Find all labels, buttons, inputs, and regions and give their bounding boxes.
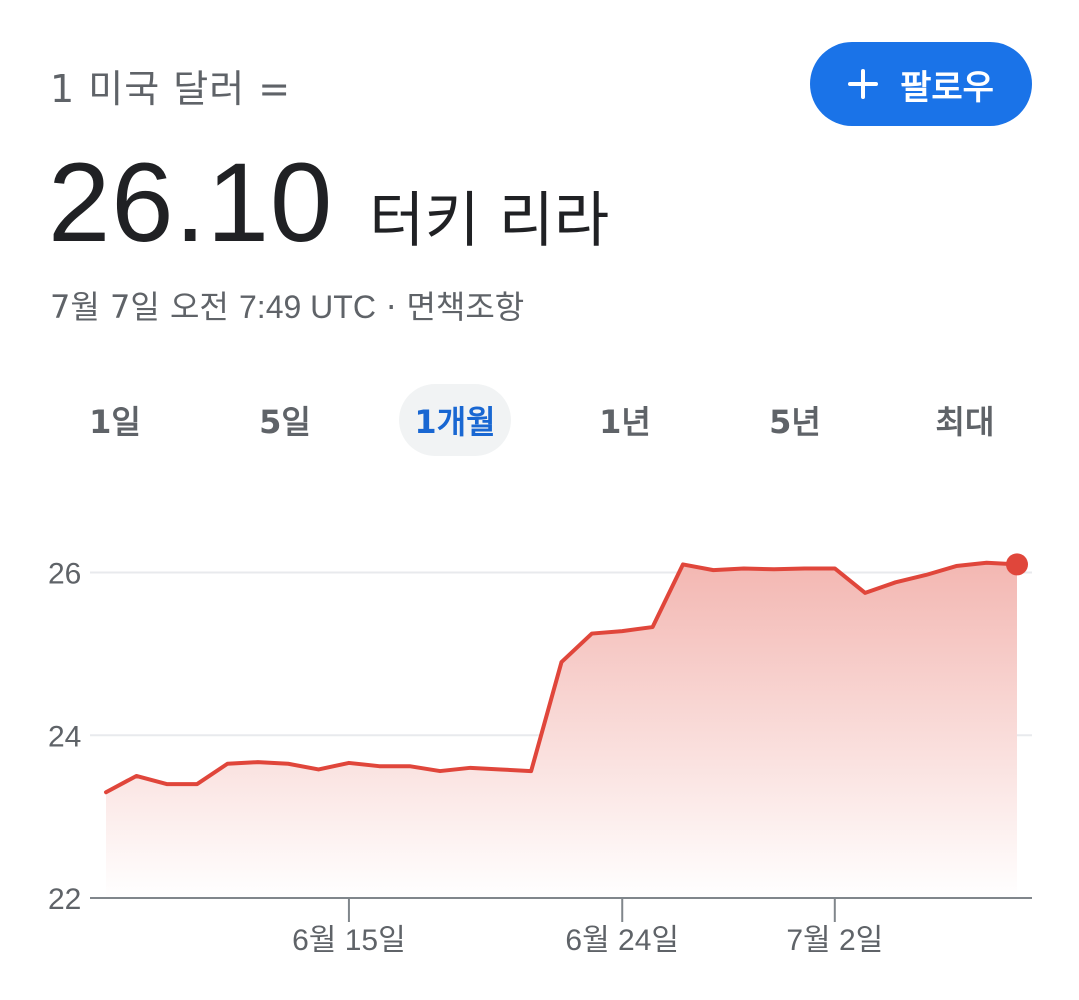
- tab-label: 5일: [259, 403, 311, 441]
- conversion-label: 1 미국 달러 =: [50, 67, 292, 111]
- series-area: [106, 562, 1017, 898]
- tab-max[interactable]: 최대: [909, 384, 1021, 456]
- timestamp-date: 7월 7일 오전: [50, 288, 229, 326]
- x-tick-label: 6월 15일: [292, 924, 406, 957]
- plus-icon: [848, 69, 879, 99]
- follow-button[interactable]: 팔로우: [810, 42, 1032, 126]
- y-tick-label: 22: [48, 883, 81, 916]
- timestamp-separator: ·: [386, 288, 397, 326]
- tab-1-month[interactable]: 1개월: [399, 384, 511, 456]
- y-tick-label: 26: [48, 558, 81, 591]
- price-chart-svg: 22 24 26 6월 15일 6월 24일 7월 2일: [48, 553, 1032, 957]
- tab-label: 5년: [769, 403, 821, 441]
- follow-button-label: 팔로우: [900, 67, 994, 108]
- latest-point-marker: [1006, 553, 1028, 576]
- currency-name: 터키 리라: [369, 186, 610, 256]
- exchange-rate: 26.10 터키 리라: [48, 138, 609, 267]
- tab-label: 최대: [935, 403, 995, 441]
- tab-label: 1개월: [414, 403, 496, 441]
- range-tabs: 1일 5일 1개월 1년 5년 최대: [30, 384, 1050, 456]
- timestamp-line: 7월 7일 오전 7:49 UTC · 면책조항: [50, 282, 524, 328]
- disclaimer-link[interactable]: 면책조항: [406, 288, 525, 326]
- tab-1-day[interactable]: 1일: [59, 384, 171, 456]
- x-tick-label: 6월 24일: [565, 924, 679, 957]
- rate-value: 26.10: [48, 140, 334, 265]
- tab-5-year[interactable]: 5년: [739, 384, 851, 456]
- tab-5-day[interactable]: 5일: [229, 384, 341, 456]
- price-chart[interactable]: 22 24 26 6월 15일 6월 24일 7월 2일: [0, 500, 1079, 996]
- tab-1-year[interactable]: 1년: [569, 384, 681, 456]
- tab-label: 1일: [89, 403, 141, 441]
- series-line: [104, 560, 1019, 795]
- x-tick-label: 7월 2일: [786, 924, 883, 957]
- y-tick-label: 24: [48, 720, 81, 753]
- tab-label: 1년: [599, 403, 651, 441]
- timestamp-time: 7:49 UTC: [239, 289, 376, 325]
